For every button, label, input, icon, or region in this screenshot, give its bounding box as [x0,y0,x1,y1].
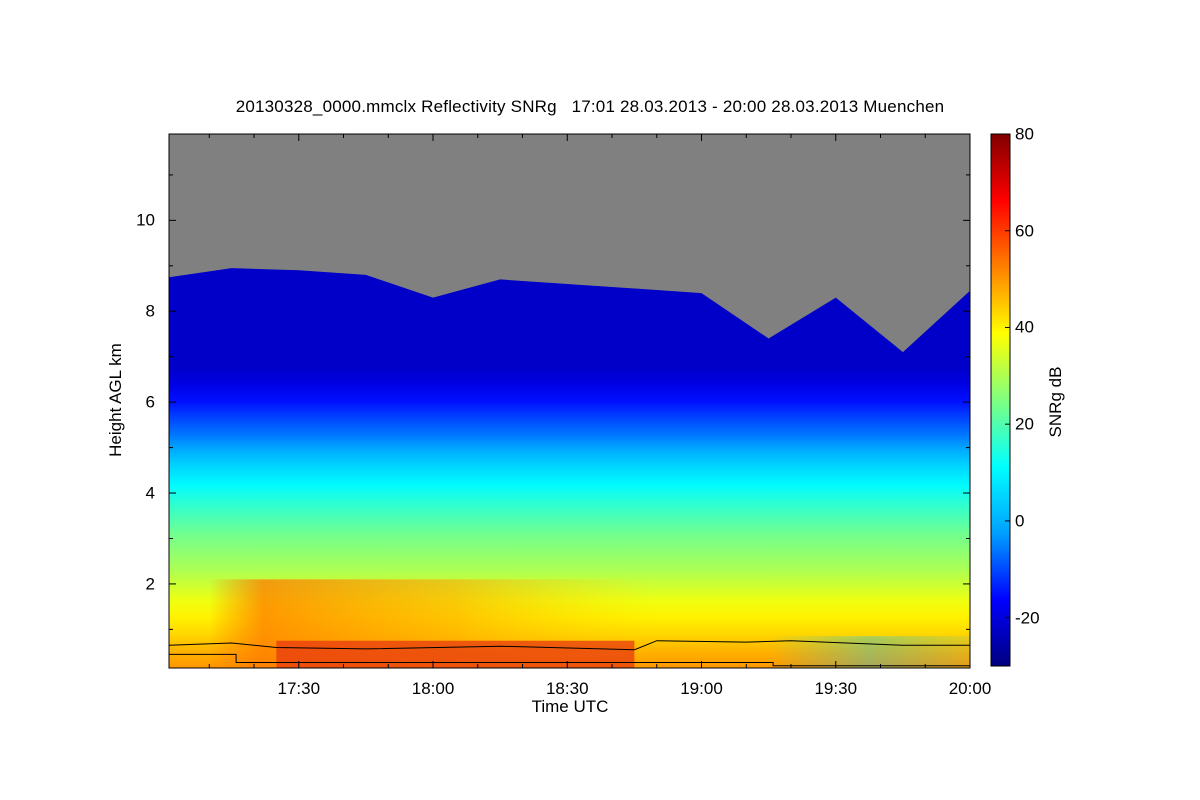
colorbar-frame [990,133,1011,667]
x-axis-label: Time UTC [531,697,609,716]
x-tick-label: 18:30 [545,679,589,698]
colorbar-tick-label: 60 [1015,221,1034,241]
y-tick-label: 8 [145,301,155,321]
colorbar-tick-label: -20 [1015,608,1040,628]
y-tick-label: 6 [145,392,155,412]
x-tick-label: 17:30 [277,679,321,698]
y-tick-label: 4 [145,483,155,503]
colorbar-tick-label: 40 [1015,317,1034,337]
boundary-line-upper [169,640,970,651]
chart-title: 20130328_0000.mmclx Reflectivity SNRg 17… [235,97,945,116]
x-tick-label: 19:00 [680,679,723,698]
y-tick-label: 2 [145,574,155,594]
colorbar [991,134,1010,666]
y-tick-label: 10 [136,210,155,230]
boundary-line-lower [169,653,970,667]
x-tick-label: 18:00 [411,679,455,698]
reflectivity-field [169,268,970,668]
colorbar-tick-label: 20 [1015,414,1034,434]
melting-layer-band [276,640,635,668]
plot-frame [168,133,971,669]
colorbar-tick-label: 80 [1015,124,1034,144]
colorbar-tick-label: 0 [1015,511,1025,531]
x-tick-label: 19:30 [814,679,858,698]
x-tick-label: 20:00 [948,679,992,698]
